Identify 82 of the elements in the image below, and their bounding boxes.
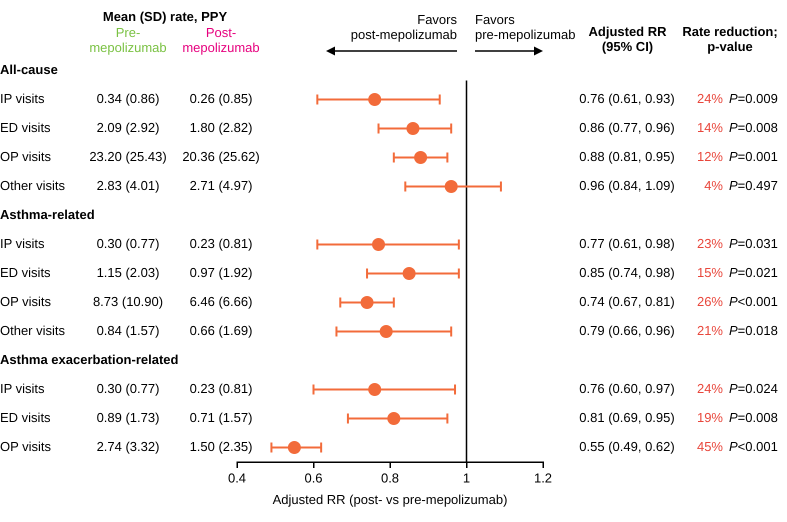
y-tick-label: All-cause (0, 62, 58, 78)
text: P<0.001 (729, 294, 778, 310)
text: P=0.008 (729, 120, 778, 136)
x-tick-label: 1 (462, 470, 470, 486)
y-tick-label: Asthma exacerbation-related (0, 352, 179, 368)
text: 14% (696, 120, 724, 136)
x-tick-label: 0.8 (380, 470, 400, 486)
text: Pre-mepolizumab (88, 25, 168, 55)
y-tick-label: OP visits (0, 439, 52, 454)
y-tick-label: OP visits (0, 294, 52, 310)
text: P=0.024 (729, 381, 778, 396)
text: P=0.031 (729, 236, 778, 252)
annotation: 2.71 (4.97) (190, 178, 252, 194)
text: 4% (704, 178, 724, 194)
y-tick-label: OP visits (0, 149, 52, 164)
text: P=0.021 (729, 265, 778, 280)
text: 0.30 (0.77) (96, 381, 160, 396)
data-label: 0.76 (0.61, 0.93) (579, 91, 675, 106)
text: 1.15 (2.03) (96, 265, 160, 280)
text: P=0.009 (729, 91, 778, 106)
text: P=0.001 (729, 149, 778, 164)
text: 0.30 (0.77) (96, 236, 160, 252)
text: 0.84 (1.57) (96, 323, 160, 338)
text: Post-mepolizumab (181, 25, 261, 55)
text: 24% (696, 381, 724, 396)
text: P<0.001 (729, 439, 778, 454)
data-label: 0.77 (0.61, 0.98) (579, 236, 675, 252)
data-label: 0.81 (0.69, 0.95) (579, 410, 675, 426)
annotation: 20.36 (25.62) (182, 149, 260, 164)
x-axis-title: Adjusted RR (post- vs pre-mepolizumab) (272, 492, 508, 507)
text: 2.09 (2.92) (96, 120, 160, 136)
text: Adjusted RR (95% CI) (588, 24, 668, 54)
text: 0.34 (0.86) (96, 91, 160, 106)
text: 2.74 (3.32) (96, 439, 160, 454)
text: Favors pre-mepolizumab (475, 12, 576, 42)
text: Favors post-mepolizumab (350, 12, 457, 42)
y-tick-label: Other visits (0, 178, 66, 194)
x-tick-label: 0.4 (228, 470, 246, 486)
text: 12% (696, 149, 724, 164)
annotation: 6.46 (6.66) (190, 294, 252, 310)
y-tick-label: Asthma-related (0, 207, 95, 222)
data-label: 0.85 (0.74, 0.98) (579, 265, 675, 280)
data-label: 0.79 (0.66, 0.96) (579, 323, 675, 338)
text: 8.73 (10.90) (92, 294, 164, 310)
text: 23.20 (25.43) (89, 149, 167, 164)
y-tick-label: ED visits (0, 265, 52, 280)
text: 21% (696, 323, 724, 338)
text: 0.89 (1.73) (96, 410, 160, 426)
text: 45% (696, 439, 724, 454)
text: 24% (696, 91, 724, 106)
text: 2.83 (4.01) (96, 178, 160, 194)
text: 19% (696, 410, 724, 426)
annotation: 0.23 (0.81) (190, 236, 252, 252)
annotation: 0.26 (0.85) (190, 91, 252, 106)
text: P=0.018 (729, 323, 778, 338)
annotation: 0.66 (1.69) (190, 323, 252, 338)
text: P=0.008 (729, 410, 778, 426)
y-tick-label: ED visits (0, 410, 52, 426)
annotation: 1.80 (2.82) (190, 120, 252, 136)
y-tick-label: Other visits (0, 323, 66, 338)
text: Mean (SD) rate, PPY (102, 9, 228, 24)
data-label: 0.74 (0.67, 0.81) (579, 294, 675, 310)
annotation: 0.71 (1.57) (190, 410, 252, 426)
data-label: 0.76 (0.60, 0.97) (579, 381, 675, 396)
text: Rate reduction; p-value (681, 24, 779, 54)
text: 15% (696, 265, 724, 280)
annotation: 0.97 (1.92) (190, 265, 252, 280)
data-label: 0.86 (0.77, 0.96) (579, 120, 675, 136)
annotation: 1.50 (2.35) (190, 439, 252, 454)
y-tick-label: IP visits (0, 91, 46, 106)
x-tick-label: 1.2 (534, 470, 552, 486)
data-label: 0.88 (0.81, 0.95) (579, 149, 675, 164)
data-label: 0.96 (0.84, 1.09) (579, 178, 675, 194)
text: P=0.497 (729, 178, 778, 194)
annotation: 0.23 (0.81) (190, 381, 252, 396)
text: 23% (696, 236, 724, 252)
y-tick-label: ED visits (0, 120, 52, 136)
y-tick-label: IP visits (0, 236, 46, 252)
data-label: 0.55 (0.49, 0.62) (579, 439, 675, 454)
y-tick-label: IP visits (0, 381, 46, 396)
text: 26% (696, 294, 724, 310)
x-tick-label: 0.6 (304, 470, 323, 486)
